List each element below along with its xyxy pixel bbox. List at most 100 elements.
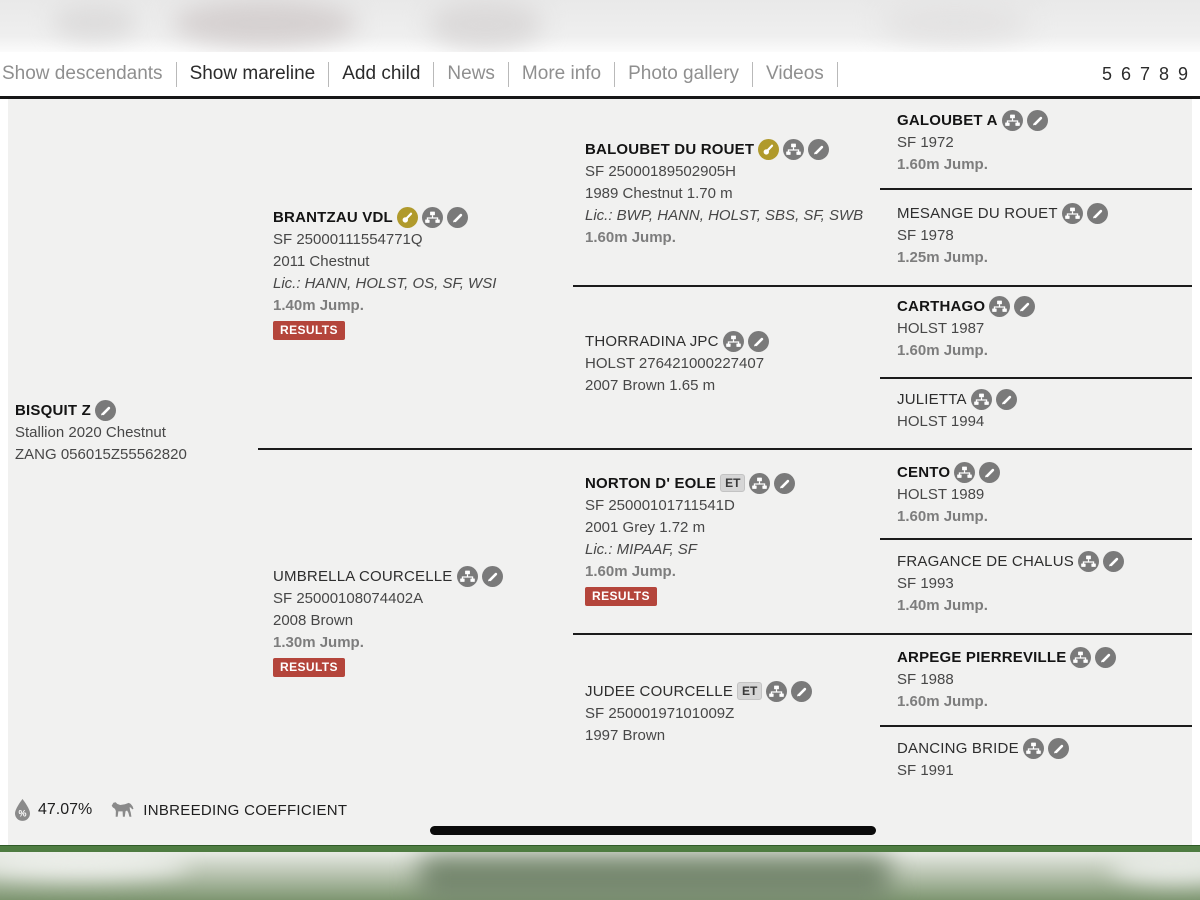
- horse-reg: SF 1978: [897, 227, 954, 244]
- menu-photo-gallery[interactable]: Photo gallery: [628, 63, 740, 84]
- horse-reg: SF 25000189502905H: [585, 163, 736, 180]
- blur-blob: [428, 0, 543, 48]
- edit-pencil-icon[interactable]: [1095, 646, 1117, 668]
- horse-jump-level: 1.40m Jump.: [273, 297, 364, 314]
- horse-name[interactable]: JUDEE COURCELLE: [585, 682, 734, 700]
- horse-name[interactable]: JULIETTA: [897, 390, 967, 408]
- horse-name[interactable]: DANCING BRIDE: [897, 739, 1019, 757]
- edit-pencil-icon[interactable]: [1014, 295, 1036, 317]
- menu-news[interactable]: News: [447, 63, 495, 84]
- horse-card-julietta: JULIETTA HOLST 1994: [897, 387, 1017, 433]
- menu-separator: [175, 61, 177, 87]
- menu-videos[interactable]: Videos: [766, 63, 824, 84]
- edit-pencil-icon[interactable]: [481, 565, 503, 587]
- pedigree-tree-icon[interactable]: [1077, 550, 1099, 572]
- horse-card-dancing: DANCING BRIDE SF 1991: [897, 736, 1069, 782]
- horse-card-carthago: CARTHAGO HOLST 1987 1.60m Jump.: [897, 294, 1036, 362]
- horse-birth: 2008 Brown: [273, 612, 354, 629]
- horse-icon: [111, 801, 134, 819]
- pedigree-tree-icon[interactable]: [421, 206, 443, 228]
- horse-reg: SF 25000101711541D: [585, 497, 735, 514]
- menu-more-info[interactable]: More info: [521, 63, 602, 84]
- horse-jump-level: 1.60m Jump.: [585, 229, 676, 246]
- results-badge[interactable]: RESULTS: [273, 321, 345, 340]
- menu-show-mareline[interactable]: Show mareline: [189, 63, 316, 84]
- horse-name[interactable]: BALOUBET DU ROUET: [585, 140, 755, 158]
- horse-card-norton: NORTON D' EOLE ET SF 25000101711541D 200…: [585, 471, 796, 606]
- horse-reg: ZANG 056015Z55562820: [15, 446, 187, 463]
- edit-pencil-icon[interactable]: [791, 680, 813, 702]
- menu-add-child[interactable]: Add child: [342, 63, 421, 84]
- menu-separator: [328, 61, 330, 87]
- approved-pin-icon[interactable]: [396, 206, 418, 228]
- blurred-browser-chrome: [0, 0, 1200, 52]
- horse-card-bisquit: BISQUIT Z Stallion 2020 Chestnut ZANG 05…: [15, 398, 187, 466]
- pedigree-tree-icon[interactable]: [989, 295, 1011, 317]
- horse-name[interactable]: GALOUBET A: [897, 111, 998, 129]
- menu-show-descendants[interactable]: Show descendants: [2, 63, 163, 84]
- horse-name[interactable]: FRAGANCE DE CHALUS: [897, 552, 1074, 570]
- pedigree-tree-icon[interactable]: [1001, 109, 1023, 131]
- horse-name[interactable]: NORTON D' EOLE: [585, 474, 717, 492]
- horse-jump-level: 1.25m Jump.: [897, 249, 988, 266]
- pedigree-tree-icon[interactable]: [1022, 737, 1044, 759]
- horse-jump-level: 1.60m Jump.: [897, 693, 988, 710]
- horse-card-cento: CENTO HOLST 1989 1.60m Jump.: [897, 460, 1001, 528]
- horse-card-mesange: MESANGE DU ROUET SF 1978 1.25m Jump.: [897, 201, 1108, 269]
- approved-pin-icon[interactable]: [758, 138, 780, 160]
- results-badge[interactable]: RESULTS: [585, 587, 657, 606]
- inbreeding-label: INBREEDING COEFFICIENT: [143, 801, 348, 819]
- horse-reg: SF 1972: [897, 134, 954, 151]
- edit-pencil-icon[interactable]: [808, 138, 830, 160]
- horse-card-judee: JUDEE COURCELLE ET SF 25000197101009Z 19…: [585, 679, 813, 747]
- results-badge[interactable]: RESULTS: [273, 658, 345, 677]
- pedigree-toolbar: Show descendants Show mareline Add child…: [0, 52, 1200, 99]
- edit-pencil-icon[interactable]: [94, 399, 116, 421]
- horse-card-brantzau: BRANTZAU VDL SF 25000111554771Q 2011 Che…: [273, 205, 496, 340]
- menu-separator: [614, 61, 616, 87]
- menu-separator: [433, 61, 435, 87]
- pedigree-tree-icon[interactable]: [766, 680, 788, 702]
- blood-drop-percent-icon: %: [14, 799, 31, 821]
- pedigree-tree-icon[interactable]: [456, 565, 478, 587]
- horse-jump-level: 1.60m Jump.: [897, 156, 988, 173]
- horse-name[interactable]: UMBRELLA COURCELLE: [273, 567, 453, 585]
- menu-separator: [836, 61, 838, 87]
- cell-divider: [880, 725, 1192, 727]
- embryo-transfer-badge: ET: [720, 474, 746, 492]
- edit-pencil-icon[interactable]: [1026, 109, 1048, 131]
- menu-separator: [752, 61, 754, 87]
- blur-blob: [420, 856, 890, 900]
- horse-reg: SF 25000111554771Q: [273, 231, 423, 248]
- horse-name[interactable]: CENTO: [897, 463, 951, 481]
- pedigree-tree-icon[interactable]: [1061, 202, 1083, 224]
- pedigree-tree-icon[interactable]: [954, 461, 976, 483]
- edit-pencil-icon[interactable]: [979, 461, 1001, 483]
- edit-pencil-icon[interactable]: [774, 472, 796, 494]
- edit-pencil-icon[interactable]: [1102, 550, 1124, 572]
- pedigree-tree-icon[interactable]: [749, 472, 771, 494]
- edit-pencil-icon[interactable]: [446, 206, 468, 228]
- pedigree-tree-icon[interactable]: [722, 330, 744, 352]
- horse-name[interactable]: MESANGE DU ROUET: [897, 204, 1058, 222]
- edit-pencil-icon[interactable]: [995, 388, 1017, 410]
- horse-name[interactable]: CARTHAGO: [897, 297, 986, 315]
- horse-card-baloubet: BALOUBET DU ROUET SF 25000189502905H 198…: [585, 137, 863, 249]
- edit-pencil-icon[interactable]: [1047, 737, 1069, 759]
- pedigree-tree-icon[interactable]: [783, 138, 805, 160]
- horse-reg: HOLST 1987: [897, 320, 985, 337]
- embryo-transfer-badge: ET: [737, 682, 763, 700]
- cell-divider: [880, 538, 1192, 540]
- pedigree-tree-icon[interactable]: [970, 388, 992, 410]
- horse-name[interactable]: THORRADINA JPC: [585, 332, 719, 350]
- edit-pencil-icon[interactable]: [1086, 202, 1108, 224]
- pedigree-tree-icon[interactable]: [1070, 646, 1092, 668]
- horizontal-scrollbar-thumb[interactable]: [430, 826, 876, 835]
- horse-reg: HOLST 1994: [897, 413, 985, 430]
- generation-pager[interactable]: 5 6 7 8 9: [1101, 63, 1190, 84]
- edit-pencil-icon[interactable]: [747, 330, 769, 352]
- horse-name[interactable]: BRANTZAU VDL: [273, 208, 393, 226]
- horse-name[interactable]: BISQUIT Z: [15, 401, 91, 419]
- horse-birth: 1997 Brown: [585, 727, 666, 744]
- horse-name[interactable]: ARPEGE PIERREVILLE: [897, 648, 1067, 666]
